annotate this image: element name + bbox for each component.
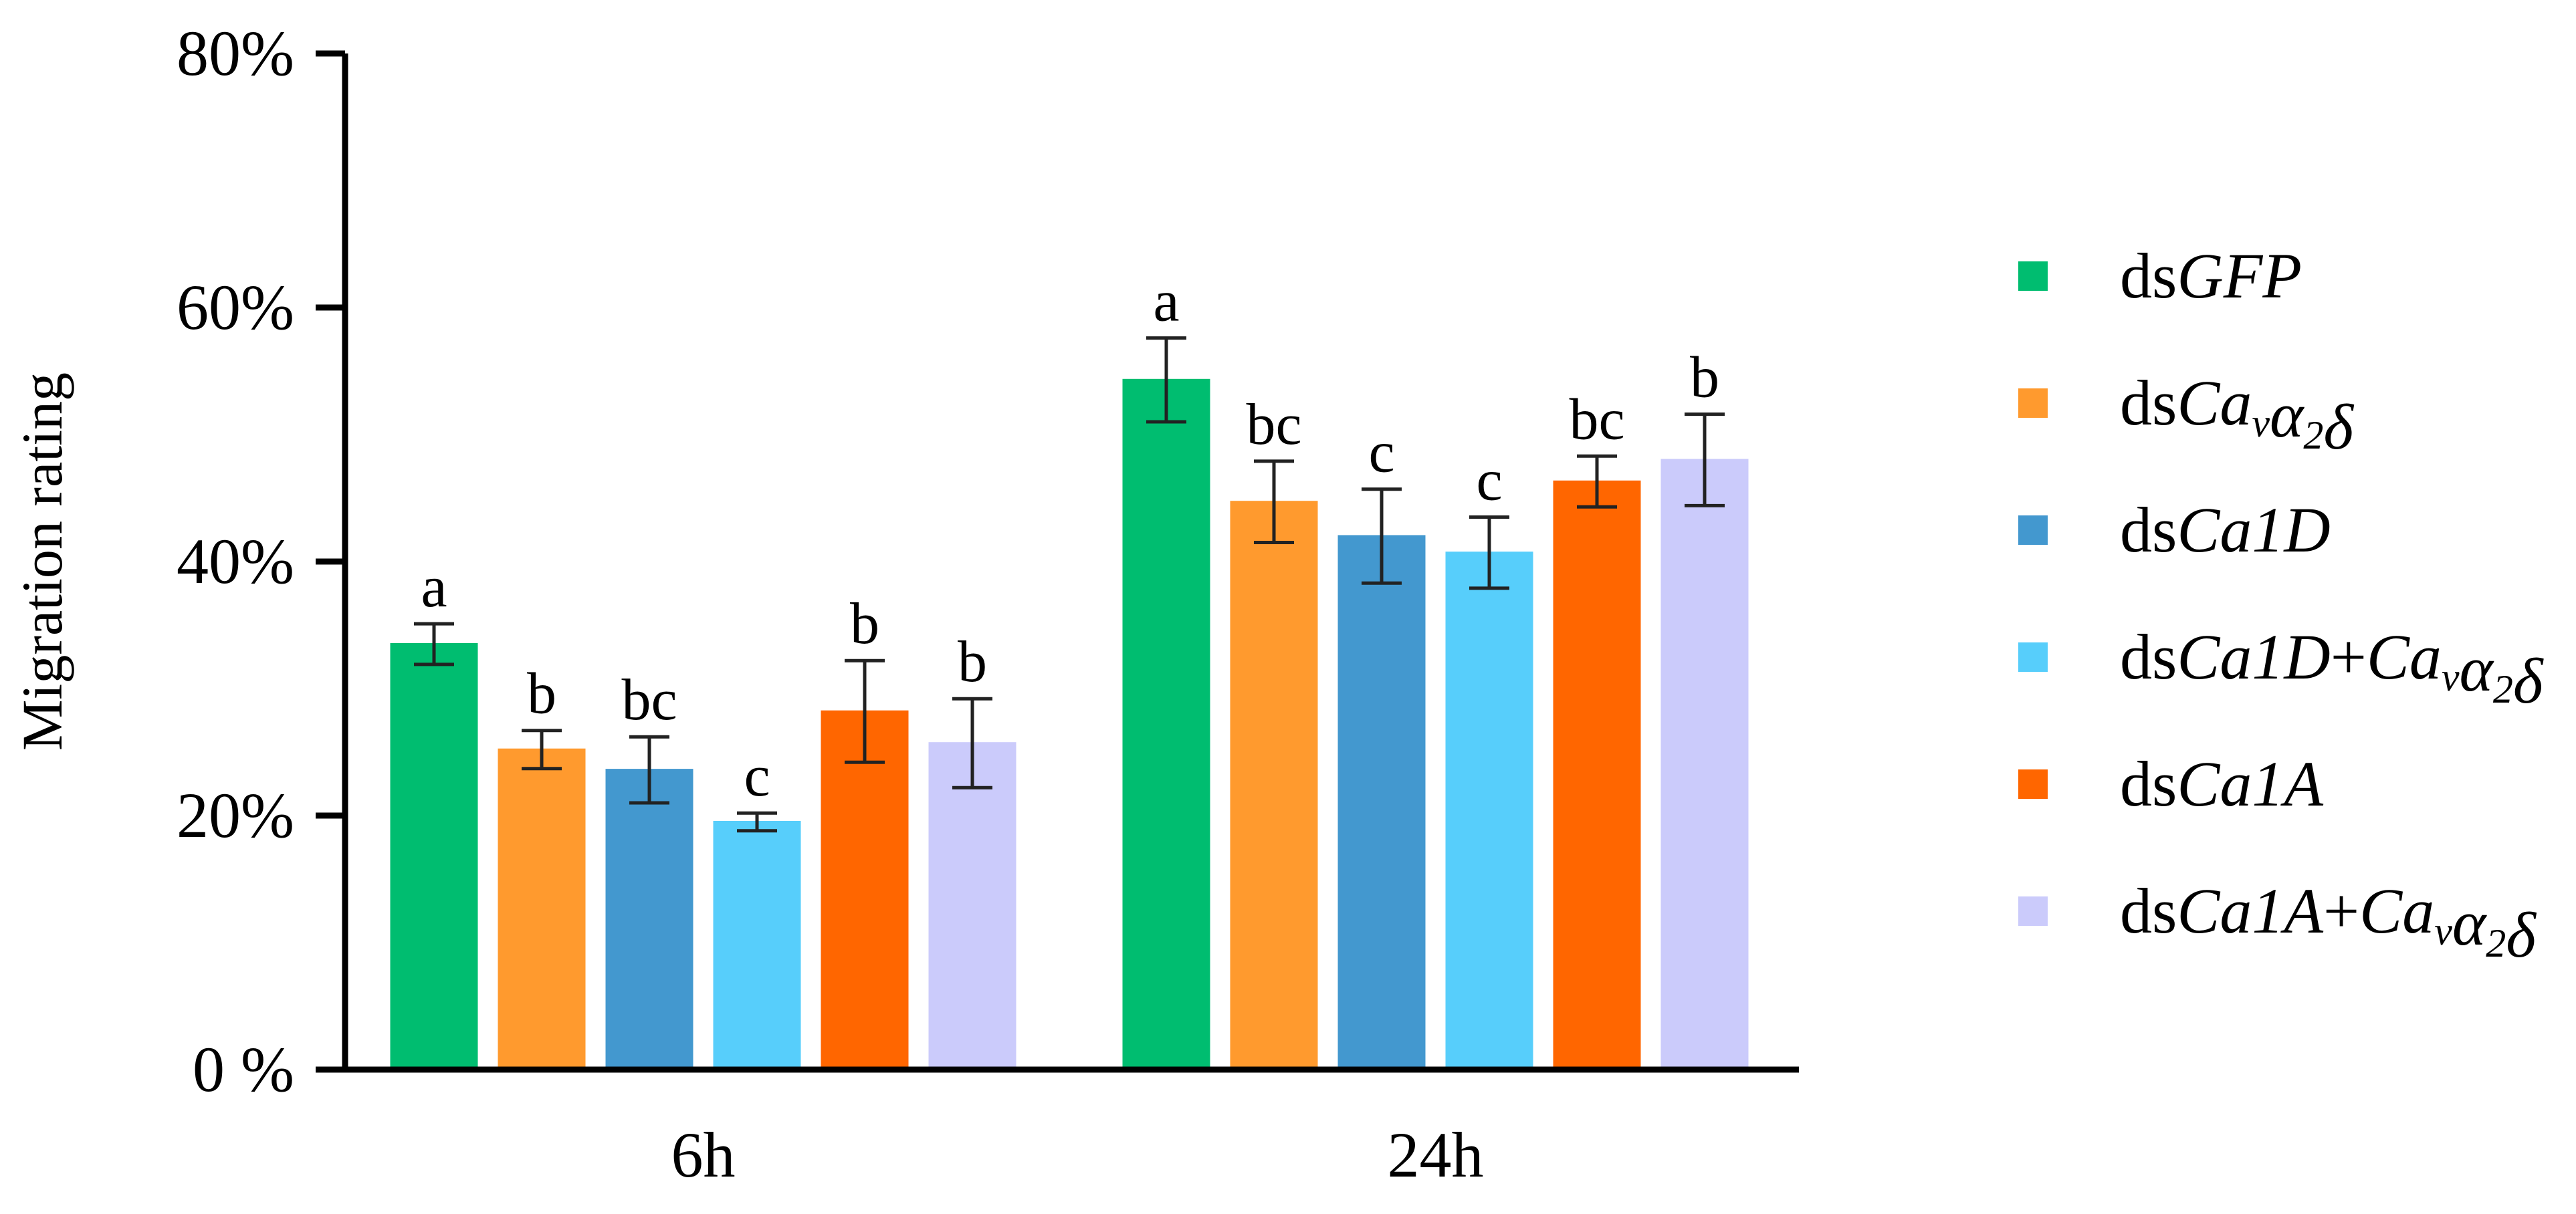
significance-letter: c <box>1368 420 1394 485</box>
legend-label: dsCavα2δ <box>2120 367 2354 463</box>
significance-letter: b <box>958 630 987 695</box>
legend-label: dsCa1D+Cavα2δ <box>2120 621 2544 717</box>
x-category-label: 24h <box>1388 1119 1484 1191</box>
y-tick-label: 80% <box>177 17 294 89</box>
axes-layer <box>316 50 1799 1073</box>
significance-letter: c <box>1476 449 1502 513</box>
y-tick-label: 0 % <box>193 1034 294 1105</box>
legend-label: dsCa1A+Cavα2δ <box>2120 875 2537 971</box>
significance-letter: b <box>1690 346 1719 410</box>
y-tick-label: 60% <box>177 271 294 343</box>
legend: dsGFP dsCavα2δ dsCa1D dsCa1D+Cavα2δ dsCa1A ds… <box>2018 240 2544 971</box>
bar <box>605 769 693 1071</box>
legend-swatch <box>2018 388 2048 418</box>
legend-label: dsCa1A <box>2120 748 2323 820</box>
bars-layer <box>390 336 1749 1071</box>
y-axis-title: Migration rating <box>10 372 74 751</box>
bar <box>1553 480 1641 1071</box>
significance-letter: b <box>527 662 556 727</box>
significance-letter: a <box>1153 269 1179 334</box>
significance-letter: c <box>744 744 770 809</box>
bar <box>390 643 478 1071</box>
significance-letter: bc <box>1246 392 1301 457</box>
significance-letter: b <box>850 592 879 656</box>
legend-label: dsGFP <box>2120 240 2302 312</box>
y-tick-label: 20% <box>177 779 294 851</box>
bar <box>1660 459 1749 1071</box>
legend-swatch <box>2018 769 2048 799</box>
legend-swatch <box>2018 261 2048 291</box>
significance-letter: a <box>421 555 447 620</box>
y-tick-label: 40% <box>177 525 294 597</box>
bar <box>1445 552 1533 1071</box>
bar <box>1230 501 1318 1071</box>
significance-letter: bc <box>621 668 677 733</box>
bar <box>1337 535 1426 1071</box>
bar <box>821 710 909 1071</box>
bar <box>713 821 801 1071</box>
x-category-label: 6h <box>671 1119 736 1191</box>
legend-swatch <box>2018 515 2048 545</box>
bar <box>498 748 586 1071</box>
legend-label: dsCa1D <box>2120 494 2331 566</box>
significance-letter: bc <box>1569 387 1624 452</box>
legend-swatch <box>2018 896 2048 926</box>
bar <box>928 742 1016 1071</box>
bar <box>1122 378 1210 1071</box>
legend-swatch <box>2018 642 2048 672</box>
